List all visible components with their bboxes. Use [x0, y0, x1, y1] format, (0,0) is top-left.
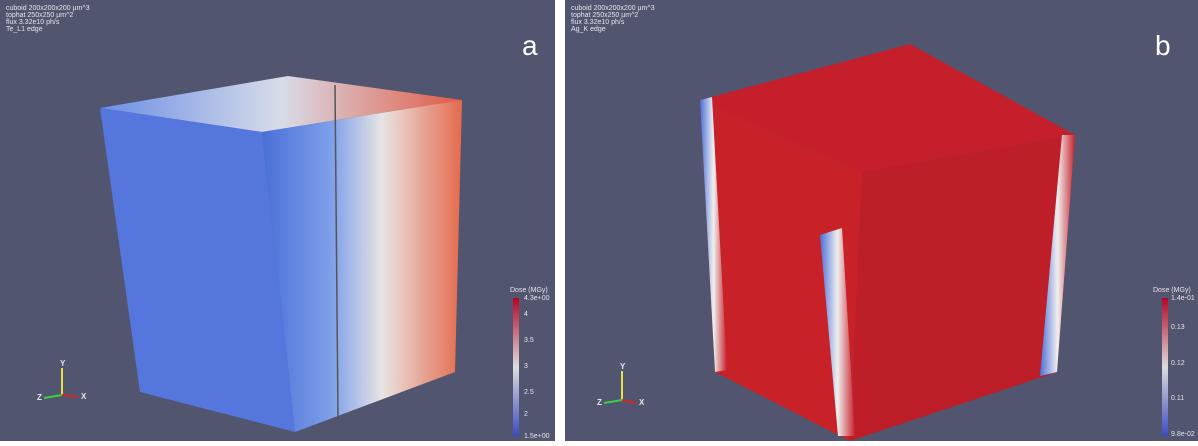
axis-z [43, 394, 63, 399]
info-line: cuboid 200x200x200 µm^3 [6, 5, 90, 12]
colorbar-title: Dose (MGy) [1153, 287, 1191, 294]
panel-label: b [1155, 30, 1171, 61]
colorbar-tick: 0.11 [1171, 395, 1184, 402]
axis-label: X [639, 398, 645, 407]
axis-label: Y [620, 362, 626, 371]
axis-label: Z [37, 393, 42, 402]
cube-left [700, 100, 862, 441]
panel-a: cuboid 200x200x200 µm^3 tophat 250x250 µ… [0, 0, 555, 441]
axis-x [621, 399, 637, 404]
colorbar-tick: 9.8e-02 [1171, 431, 1195, 438]
cube-top [700, 44, 1075, 172]
colorbar-tick: 4.3e+00 [524, 295, 550, 302]
panel-label: a [522, 30, 538, 61]
axis-x [61, 394, 79, 398]
colorbar-tick: 4 [524, 311, 528, 318]
colorbar-title: Dose (MGy) [510, 287, 548, 294]
info-line: tophat 250x250 µm^2 [6, 12, 73, 19]
colorbar-tick: 2 [524, 411, 528, 418]
colorbar [513, 298, 519, 436]
colorbar-tick: 3.5 [524, 337, 534, 344]
info-line: Ag_K edge [571, 26, 606, 33]
info-line: cuboid 200x200x200 µm^3 [571, 5, 655, 12]
colorbar [1162, 298, 1168, 436]
colorbar-tick: 1.5e+00 [524, 433, 550, 440]
cube-right [262, 100, 462, 432]
colorbar-tick: 1.4e-01 [1171, 295, 1195, 302]
colorbar-tick: 2.5 [524, 389, 534, 396]
axis-z [603, 399, 623, 404]
info-line: flux 3.32e10 ph/s [571, 19, 625, 26]
cube-top [100, 76, 462, 132]
info-line: tophat 250x250 µm^2 [571, 12, 638, 19]
cube-edge [700, 97, 727, 372]
panel-b: cuboid 200x200x200 µm^3 tophat 250x250 µ… [565, 0, 1198, 441]
cube-edge [1040, 135, 1075, 376]
colorbar-tick: 0.12 [1171, 360, 1185, 367]
info-line: flux 3.32e10 ph/s [6, 19, 60, 26]
cube-edge [820, 228, 855, 436]
info-line: Te_L1 edge [6, 26, 43, 33]
seam [334, 84, 339, 421]
cube-left [100, 108, 295, 432]
axis-label: Y [60, 359, 66, 368]
axis-label: X [81, 392, 87, 401]
colorbar-tick: 3 [524, 363, 528, 370]
axis-label: Z [597, 398, 602, 407]
cube-right [850, 135, 1075, 441]
colorbar-tick: 0.13 [1171, 324, 1185, 331]
